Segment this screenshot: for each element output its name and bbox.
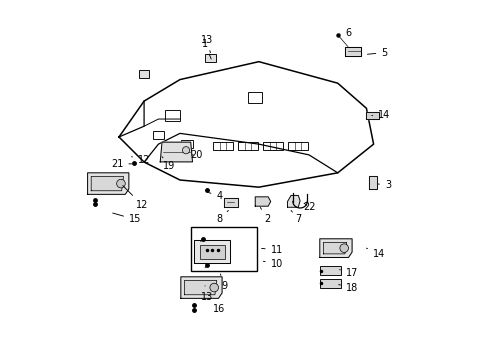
Text: 4: 4 <box>208 191 222 201</box>
Text: 12: 12 <box>131 155 150 165</box>
Bar <box>319 279 341 288</box>
Text: 21: 21 <box>111 159 131 169</box>
Text: 8: 8 <box>216 211 228 224</box>
Text: 3: 3 <box>377 180 390 190</box>
Polygon shape <box>91 176 123 191</box>
Bar <box>165 110 180 121</box>
Text: 2: 2 <box>260 207 270 224</box>
Polygon shape <box>87 173 128 194</box>
Text: 14: 14 <box>371 111 390 121</box>
Text: 9: 9 <box>220 274 227 291</box>
Polygon shape <box>319 239 351 257</box>
Bar <box>248 92 262 103</box>
Polygon shape <box>323 242 346 254</box>
Circle shape <box>117 179 125 188</box>
Polygon shape <box>184 280 216 295</box>
Text: 13: 13 <box>200 35 213 53</box>
Text: 11: 11 <box>261 245 283 255</box>
Text: 1: 1 <box>202 39 211 59</box>
Text: 12: 12 <box>122 185 148 210</box>
Text: 14: 14 <box>366 248 385 258</box>
Text: 6: 6 <box>338 28 351 38</box>
Bar <box>153 131 163 139</box>
Text: 22: 22 <box>302 202 315 212</box>
Text: 5: 5 <box>366 48 386 58</box>
Polygon shape <box>344 47 360 56</box>
Text: 15: 15 <box>112 213 141 224</box>
Polygon shape <box>160 142 192 162</box>
Bar <box>199 245 224 259</box>
Polygon shape <box>366 112 378 119</box>
Bar <box>263 142 283 150</box>
Bar <box>319 266 341 275</box>
Polygon shape <box>255 197 270 206</box>
Polygon shape <box>287 195 300 207</box>
Text: 20: 20 <box>189 150 202 160</box>
Text: 7: 7 <box>290 211 301 224</box>
Text: 16: 16 <box>208 298 225 314</box>
Bar <box>139 70 149 78</box>
Bar <box>204 54 215 62</box>
Text: 17: 17 <box>339 268 358 278</box>
Text: 13: 13 <box>200 286 213 302</box>
Text: 18: 18 <box>338 283 358 293</box>
Bar <box>238 142 258 150</box>
Bar <box>181 140 192 148</box>
Bar <box>213 142 232 150</box>
Text: 10: 10 <box>263 259 283 269</box>
Text: 19: 19 <box>162 157 175 171</box>
Polygon shape <box>194 240 230 264</box>
Polygon shape <box>368 176 376 189</box>
Circle shape <box>339 244 348 252</box>
Polygon shape <box>223 198 238 207</box>
Bar <box>190 226 257 271</box>
Bar <box>288 142 307 150</box>
Polygon shape <box>181 277 222 298</box>
Circle shape <box>209 283 218 292</box>
Circle shape <box>182 147 189 154</box>
